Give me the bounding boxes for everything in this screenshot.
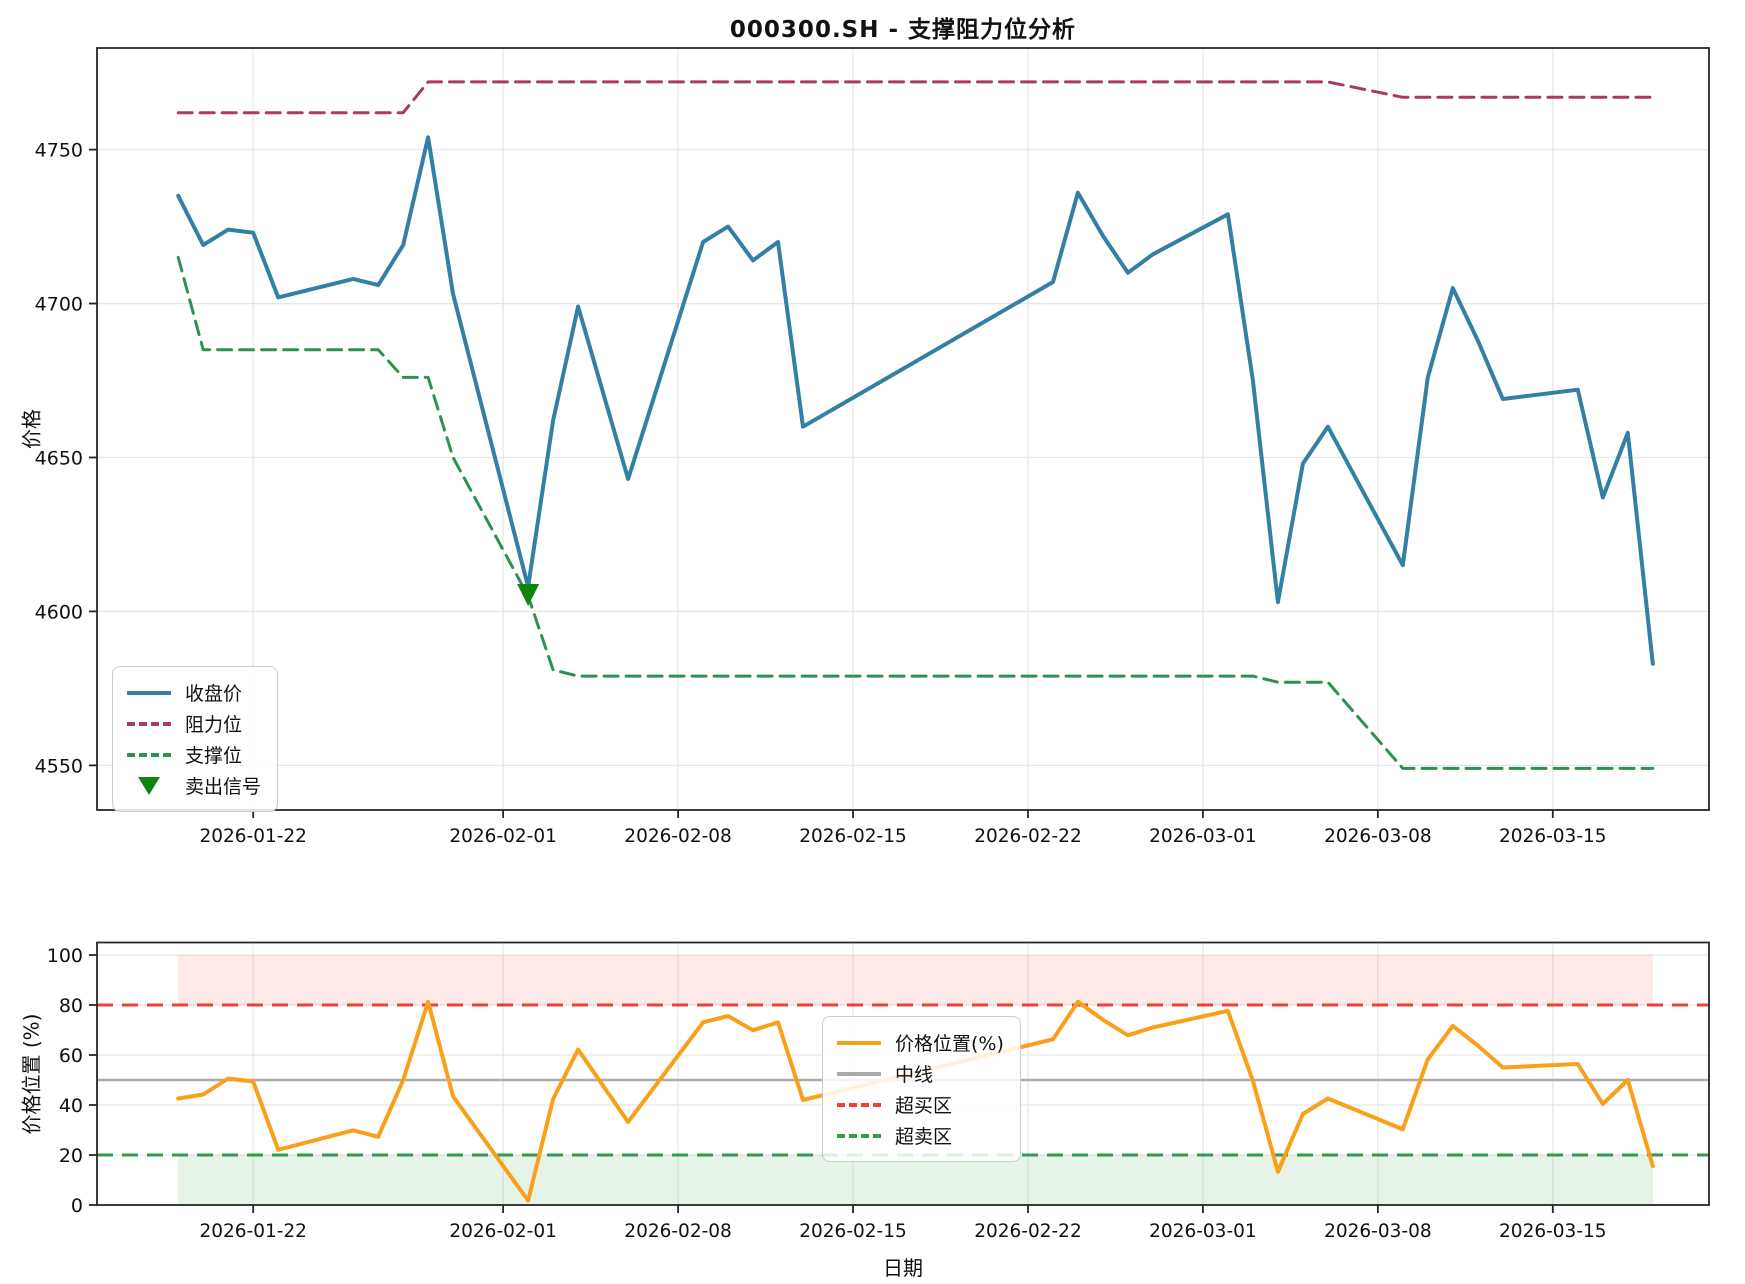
x-tick-label: 2026-02-22 [974, 1221, 1082, 1242]
legend-item-resistance: 阻力位 [127, 708, 261, 739]
price-axis-label: 价格 [19, 409, 44, 449]
legend-label: 超买区 [895, 1095, 953, 1117]
legend-label: 价格位置(%) [895, 1033, 1004, 1055]
legend-item-support: 支撑位 [127, 739, 261, 770]
x-tick-label: 2026-02-15 [799, 826, 907, 847]
x-tick-label: 2026-03-15 [1499, 826, 1607, 847]
overbought-line-swatch-icon [837, 1102, 881, 1107]
y-tick-label: 80 [59, 995, 83, 1017]
legend-item-oversold: 超卖区 [837, 1120, 1004, 1151]
legend-item-position: 价格位置(%) [837, 1027, 1004, 1058]
position-line-swatch-icon [837, 1040, 881, 1045]
y-tick-label: 60 [59, 1045, 83, 1067]
x-tick-label: 2026-03-15 [1499, 1221, 1607, 1242]
price-legend: 收盘价 阻力位 支撑位 卖出信号 [112, 666, 279, 812]
x-tick-label: 2026-02-22 [974, 826, 1082, 847]
chart-title: 000300.SH - 支撑阻力位分析 [729, 17, 1077, 43]
y-tick-label: 100 [47, 945, 83, 967]
x-tick-label: 2026-03-01 [1149, 1221, 1257, 1242]
close-line-swatch-icon [127, 690, 171, 695]
y-tick-label: 40 [59, 1095, 83, 1117]
midline-swatch-icon [837, 1071, 881, 1076]
axis-spine [96, 47, 1710, 811]
close-line [176, 135, 1655, 666]
legend-label: 卖出信号 [185, 776, 262, 798]
y-tick-label: 4550 [35, 755, 83, 777]
sell-signal-triangle-icon [138, 776, 160, 795]
x-tick-label: 2026-03-08 [1324, 826, 1432, 847]
position-line [176, 999, 1655, 1203]
x-tick-label: 2026-01-22 [199, 1221, 307, 1242]
resistance-line [176, 80, 1655, 115]
x-tick-label: 2026-02-01 [449, 1221, 557, 1242]
oversold-band [178, 1155, 1653, 1205]
legend-label: 中线 [895, 1064, 934, 1086]
legend-item-midline: 中线 [837, 1058, 1004, 1089]
x-tick-label: 2026-02-08 [624, 826, 732, 847]
sell-signal-marker [517, 583, 540, 606]
legend-label: 收盘价 [185, 683, 243, 705]
overbought-band [178, 955, 1653, 1005]
x-tick-label: 2026-02-01 [449, 826, 557, 847]
legend-label: 超卖区 [895, 1126, 953, 1148]
y-tick-label: 4750 [35, 140, 83, 162]
x-tick-label: 2026-01-22 [199, 826, 307, 847]
y-tick-label: 0 [71, 1195, 83, 1217]
position-legend: 价格位置(%) 中线 超买区 超卖区 [822, 1016, 1021, 1162]
support-line-swatch-icon [127, 752, 171, 757]
y-tick-label: 4600 [35, 601, 83, 623]
x-tick-label: 2026-02-15 [799, 1221, 907, 1242]
x-tick-label: 2026-02-08 [624, 1221, 732, 1242]
x-tick-label: 2026-03-08 [1324, 1221, 1432, 1242]
y-tick-label: 20 [59, 1145, 83, 1167]
y-tick-label: 4650 [35, 447, 83, 469]
resistance-line-swatch-icon [127, 721, 171, 726]
oversold-line-swatch-icon [837, 1133, 881, 1138]
axis-spine [96, 941, 1710, 1206]
legend-item-overbought: 超买区 [837, 1089, 1004, 1120]
legend-item-close: 收盘价 [127, 677, 261, 708]
y-tick-label: 4700 [35, 294, 83, 316]
legend-label: 阻力位 [185, 714, 243, 736]
x-tick-label: 2026-03-01 [1149, 826, 1257, 847]
support-line [176, 255, 1655, 770]
x-axis-label: 日期 [883, 1256, 923, 1280]
legend-label: 支撑位 [185, 745, 243, 767]
legend-item-sell-signal: 卖出信号 [127, 770, 261, 801]
position-axis-label: 价格位置 (%) [19, 1013, 44, 1135]
